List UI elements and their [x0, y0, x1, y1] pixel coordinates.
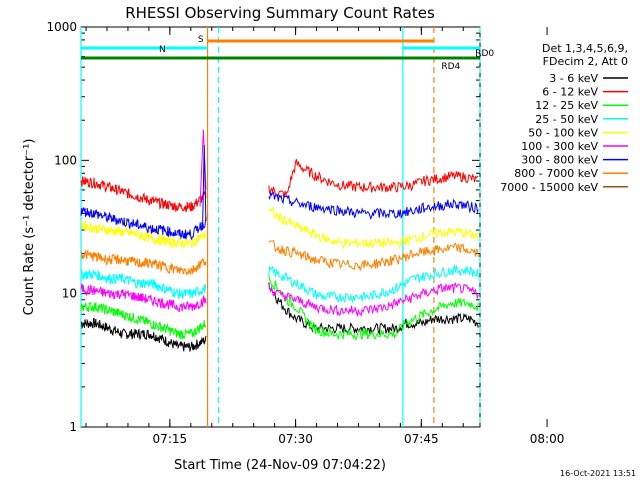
series-line — [268, 282, 479, 336]
status-bar-label: RD4 — [441, 62, 460, 72]
y-axis-label: Count Rate (s⁻¹ detector⁻¹) — [22, 139, 37, 316]
legend-header: FDecim 2, Att 0 — [543, 55, 628, 68]
series-line — [80, 301, 207, 340]
legend-entry-label: 800 - 7000 keV — [514, 167, 598, 180]
x-axis-label: Start Time (24-Nov-09 07:04:22) — [174, 458, 386, 473]
x-tick-label: 07:45 — [404, 432, 439, 446]
legend-entry-label: 6 - 12 keV — [542, 86, 598, 99]
series-line — [268, 274, 479, 341]
flare-spike — [202, 145, 207, 231]
series-line — [268, 282, 479, 318]
series-line — [80, 249, 207, 277]
legend-entry-label: 300 - 800 keV — [521, 154, 598, 167]
date-stamp: 16-Oct-2021 13:51 — [560, 469, 636, 478]
series-line — [80, 269, 207, 299]
x-tick-label: 07:30 — [278, 432, 313, 446]
y-tick-label: 10 — [62, 287, 77, 301]
observation-markers — [80, 27, 481, 427]
chart-title: RHESSI Observing Summary Count Rates — [125, 4, 435, 22]
x-tick-label: 07:15 — [153, 432, 188, 446]
legend-entry-label: 100 - 300 keV — [521, 140, 598, 153]
legend-header: Det 1,3,4,5,6,9, — [542, 42, 628, 55]
series-lines — [80, 129, 479, 352]
legend: Det 1,3,4,5,6,9,FDecim 2, Att 0 3 - 6 keV… — [500, 42, 628, 194]
x-tick-label: 08:00 — [530, 432, 565, 446]
series-line — [80, 207, 207, 241]
series-line — [268, 240, 479, 272]
series-line — [80, 283, 207, 313]
y-tick-label: 100 — [54, 153, 77, 167]
status-bar-label: S — [198, 35, 204, 45]
status-bars: S N RD4 RD0 — [81, 35, 494, 72]
series-line — [268, 191, 479, 220]
series-line — [80, 176, 207, 213]
series-line — [80, 219, 207, 250]
legend-entry-label: 3 - 6 keV — [549, 72, 598, 85]
legend-entry-label: 50 - 100 keV — [528, 126, 598, 139]
legend-entry-label: 7000 - 15000 keV — [500, 181, 598, 194]
series-line — [80, 317, 207, 352]
status-bar-label: RD0 — [475, 49, 494, 59]
legend-entry-label: 25 - 50 keV — [535, 113, 598, 126]
series-line — [268, 265, 479, 304]
y-tick-label: 1 — [69, 420, 77, 434]
series-line — [268, 207, 479, 249]
status-bar-label: N — [159, 45, 166, 55]
y-axis: 1 10 100 1000 — [46, 20, 480, 434]
series-line — [268, 159, 479, 199]
legend-entry-label: 12 - 25 keV — [535, 99, 598, 112]
y-tick-label: 1000 — [46, 20, 77, 34]
